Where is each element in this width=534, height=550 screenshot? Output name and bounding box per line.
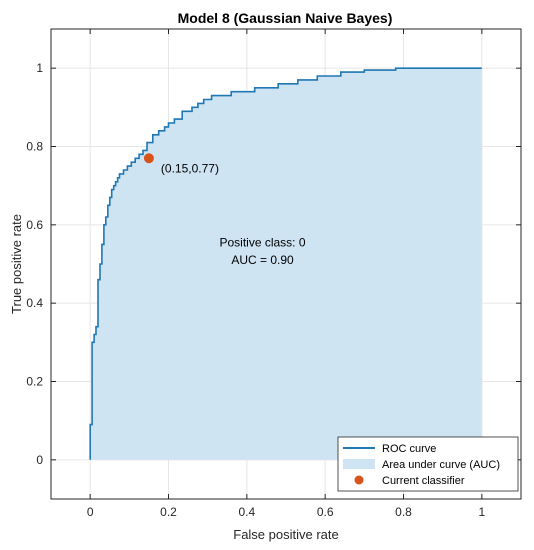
auc-area (90, 68, 482, 460)
legend-auc-swatch (343, 459, 375, 469)
x-tick-label: 0.8 (395, 505, 412, 519)
axis-ticks: 0 0.2 0.4 0.6 0.8 1 0 0.2 0.4 0.6 0.8 1 (26, 29, 521, 519)
auc-area-group (90, 68, 482, 460)
legend-entry-auc: Area under curve (AUC) (382, 459, 500, 471)
y-axis-label: True positive rate (9, 214, 24, 314)
axes-box (50, 28, 522, 500)
legend-marker-swatch (354, 475, 364, 485)
x-tick-label: 1 (478, 505, 485, 519)
x-tick-label: 0.2 (160, 505, 177, 519)
positive-class-annotation: Positive class: 0 (219, 235, 305, 249)
chart-title: Model 8 (Gaussian Naive Bayes) (178, 10, 393, 26)
y-tick-label: 1 (36, 61, 43, 75)
current-classifier-point (143, 153, 154, 164)
roc-curve-line (89, 67, 482, 460)
legend-entry-roc: ROC curve (382, 443, 436, 455)
auc-annotation: AUC = 0.90 (231, 253, 294, 267)
legend-entry-classifier: Current classifier (382, 475, 465, 487)
y-tick-label: 0.2 (26, 375, 43, 389)
current-classifier-group (143, 153, 154, 164)
roc-curve-group (89, 67, 482, 460)
current-classifier-label: (0.15,0.77) (161, 161, 219, 175)
y-tick-label: 0.8 (26, 140, 43, 154)
x-tick-label: 0.4 (238, 505, 255, 519)
y-tick-label: 0.6 (26, 218, 43, 232)
y-tick-label: 0 (36, 453, 43, 467)
legend: ROC curve Area under curve (AUC) Current… (337, 436, 519, 492)
x-tick-label: 0.6 (317, 505, 334, 519)
y-tick-label: 0.4 (26, 296, 43, 310)
x-tick-label: 0 (87, 505, 94, 519)
x-axis-label: False positive rate (233, 527, 339, 542)
